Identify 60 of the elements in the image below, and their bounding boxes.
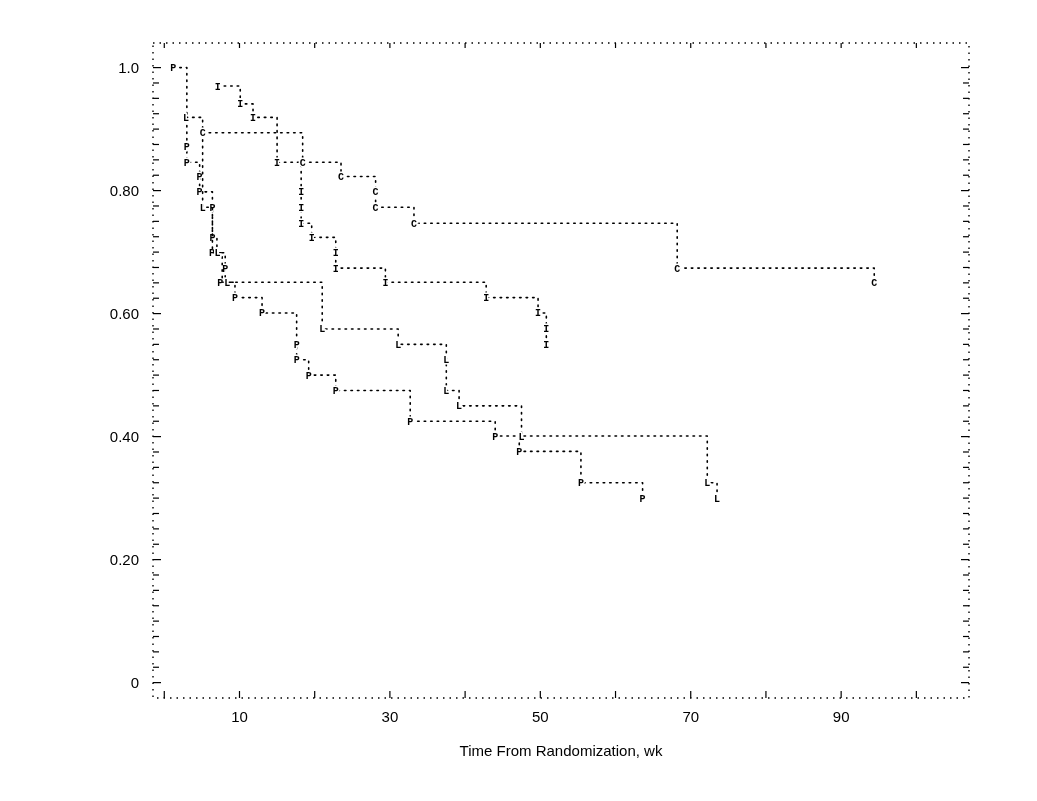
y-tick-label: 0.80	[109, 181, 139, 199]
text: P	[209, 202, 216, 214]
text: L	[199, 202, 206, 214]
text: C	[871, 277, 878, 289]
y-tick-label: 0.60	[109, 304, 139, 322]
text: C	[299, 157, 306, 169]
text: I	[382, 277, 389, 289]
text: C	[199, 128, 206, 140]
x-tick-label: 50	[531, 708, 549, 725]
text: I	[332, 263, 339, 275]
text: P	[407, 416, 414, 428]
text: I	[214, 81, 221, 93]
text: L	[704, 478, 711, 490]
x-tick-label: 70	[682, 708, 700, 725]
text: I	[308, 232, 315, 244]
text: C	[338, 171, 345, 183]
text: P	[217, 277, 224, 289]
text: L	[714, 493, 721, 505]
text: P	[305, 370, 312, 382]
text: I	[237, 99, 244, 111]
text: I	[483, 293, 490, 305]
text: C	[674, 263, 681, 275]
text: P	[293, 355, 300, 367]
text: P	[222, 263, 229, 275]
text: P	[332, 385, 339, 397]
series-label: L	[443, 355, 450, 367]
text: C	[410, 218, 417, 230]
y-tick-label: 0.20	[109, 550, 139, 568]
text: C	[372, 202, 379, 214]
text: L	[183, 112, 190, 124]
text: L	[214, 248, 221, 260]
text: P	[577, 478, 584, 490]
text: L	[443, 385, 450, 397]
text: I	[543, 339, 550, 351]
text: I	[535, 308, 542, 320]
text: L	[224, 277, 231, 289]
text: I	[250, 112, 257, 124]
text: P	[259, 308, 266, 320]
text: L	[456, 401, 463, 413]
text: P	[639, 493, 646, 505]
x-tick-label: 90	[832, 708, 850, 725]
text: P	[516, 446, 523, 458]
x-tick-label: 10	[231, 708, 248, 725]
text: P	[196, 187, 203, 199]
text: L	[319, 324, 326, 336]
text: I	[543, 324, 550, 336]
text: L	[395, 339, 402, 351]
y-tick-label: 1.0	[118, 58, 139, 76]
x-tick-label: 30	[381, 708, 399, 725]
y-tick-label: 0	[130, 673, 139, 691]
text: P	[492, 431, 499, 443]
y-tick-label: 0.40	[109, 427, 139, 445]
series-label: P	[196, 171, 203, 183]
text: P	[183, 157, 190, 169]
series-label: C	[372, 187, 379, 199]
text: P	[231, 293, 238, 305]
x-axis-title: Time From Randomization, wk	[459, 742, 663, 759]
text: L	[518, 431, 525, 443]
text: P	[183, 142, 190, 154]
text: P	[293, 339, 300, 351]
